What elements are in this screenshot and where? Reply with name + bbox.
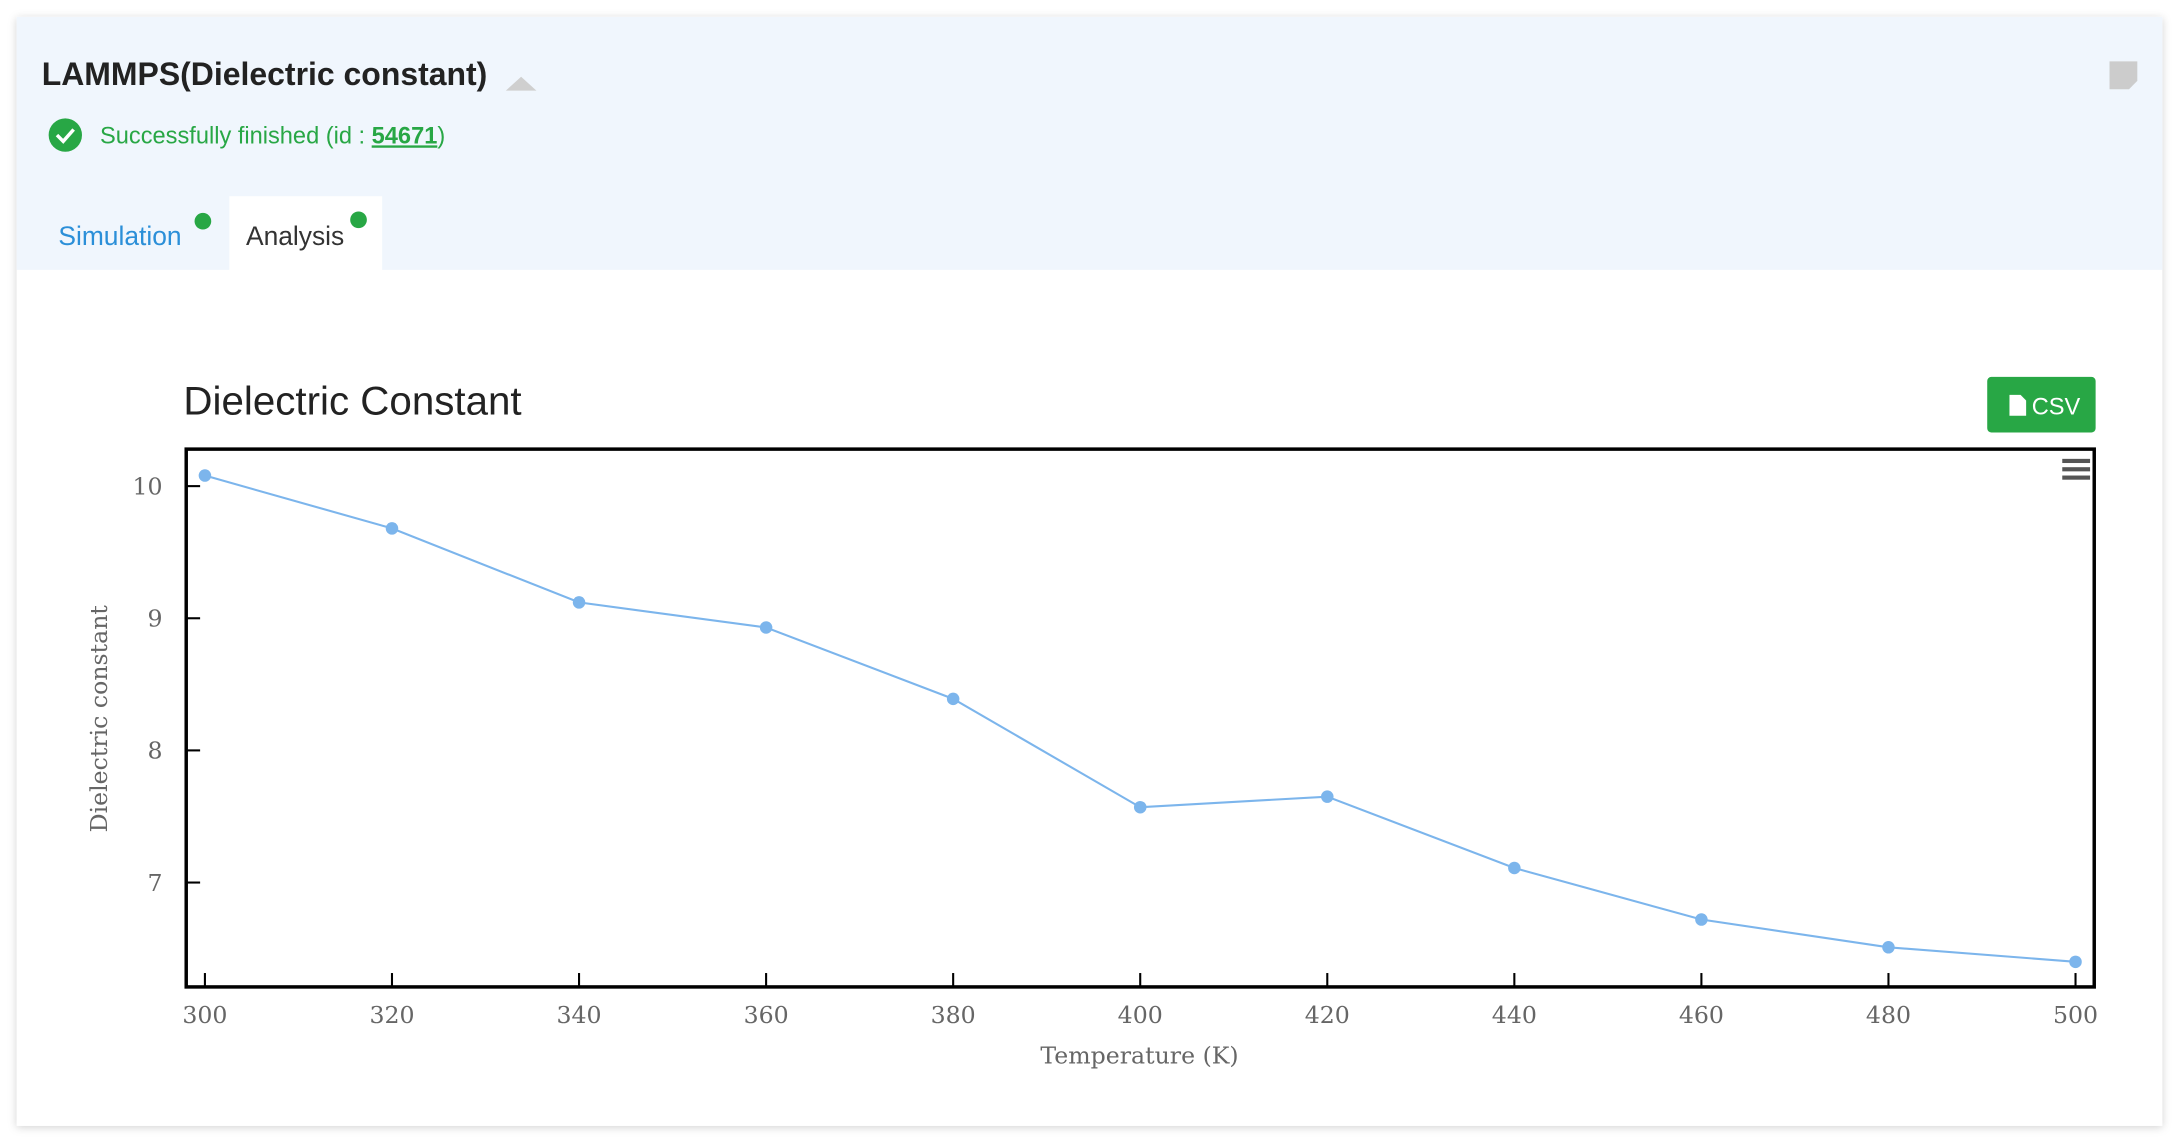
status-text: Successfully finished (id : 54671) bbox=[100, 123, 445, 149]
x-tick-label: 380 bbox=[931, 1001, 976, 1029]
status-prefix: Successfully finished (id : bbox=[100, 123, 372, 149]
x-tick-label: 340 bbox=[557, 1001, 602, 1029]
chart-title: Dielectric Constant bbox=[183, 378, 521, 423]
csv-label[interactable]: CSV bbox=[2032, 394, 2081, 420]
tab-status-dot bbox=[194, 212, 212, 230]
data-point bbox=[198, 469, 212, 482]
x-axis-label: Temperature (K) bbox=[1040, 1041, 1238, 1069]
data-point bbox=[385, 522, 399, 535]
note-icon[interactable] bbox=[2109, 61, 2138, 90]
y-tick-label: 7 bbox=[148, 869, 163, 897]
x-tick-label: 500 bbox=[2053, 1001, 2098, 1029]
data-point bbox=[572, 596, 586, 609]
y-axis-label: Dielectric constant bbox=[85, 605, 113, 833]
x-tick-label: 400 bbox=[1118, 1001, 1163, 1029]
data-point bbox=[1508, 861, 1521, 875]
csv-button[interactable] bbox=[1987, 376, 2096, 433]
data-point bbox=[1321, 790, 1334, 803]
y-tick-label: 10 bbox=[133, 472, 163, 500]
file-icon bbox=[2009, 394, 2027, 416]
x-tick-label: 320 bbox=[369, 1001, 414, 1029]
x-tick-label: 360 bbox=[744, 1001, 789, 1029]
x-tick-label: 300 bbox=[182, 1001, 227, 1029]
y-tick-label: 9 bbox=[148, 605, 163, 633]
tab-simulation[interactable]: Simulation bbox=[58, 221, 181, 251]
success-icon bbox=[48, 118, 82, 152]
data-point bbox=[1695, 913, 1708, 926]
collapse-toggle[interactable] bbox=[505, 76, 537, 91]
job-title: LAMMPS(Dielectric constant) bbox=[42, 56, 488, 92]
data-point bbox=[1133, 800, 1147, 814]
plot-frame bbox=[184, 447, 2096, 989]
x-tick-label: 440 bbox=[1492, 1001, 1537, 1029]
data-point bbox=[1882, 941, 1895, 954]
chart-menu[interactable] bbox=[2062, 458, 2091, 480]
status-suffix: ) bbox=[437, 123, 445, 149]
x-tick-label: 460 bbox=[1679, 1001, 1724, 1029]
data-point bbox=[759, 621, 773, 634]
data-point bbox=[946, 692, 960, 706]
x-tick-label: 480 bbox=[1866, 1001, 1911, 1029]
x-tick-label: 420 bbox=[1305, 1001, 1350, 1029]
y-tick-label: 8 bbox=[148, 737, 163, 765]
job-id-link[interactable]: 54671 bbox=[372, 123, 438, 149]
tab-status-dot bbox=[350, 211, 367, 229]
tab-analysis[interactable]: Analysis bbox=[246, 221, 344, 251]
data-point bbox=[2069, 955, 2082, 969]
check bbox=[55, 128, 75, 144]
active-tab bbox=[229, 196, 383, 272]
